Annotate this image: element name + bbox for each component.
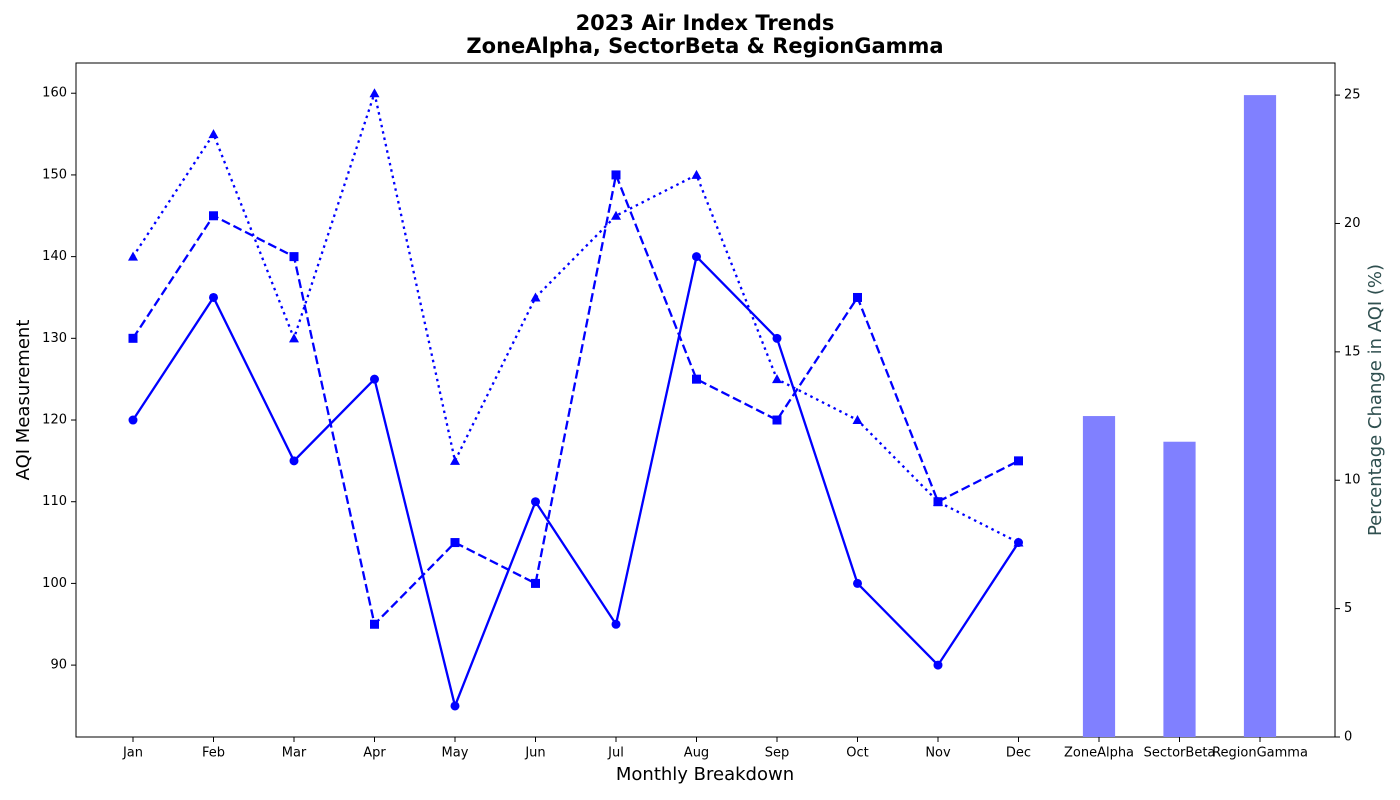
point: [531, 497, 540, 507]
point: [531, 578, 540, 588]
x-tick-label: Oct: [846, 746, 868, 761]
x-tick-label: Jul: [607, 746, 624, 761]
point: [772, 333, 782, 343]
point: [128, 251, 138, 261]
y-tick-label: 130: [42, 331, 67, 346]
line: [132, 170, 1020, 627]
x-tick-label: Dec: [1006, 746, 1031, 761]
y-tick-label: 150: [42, 167, 67, 182]
y-axis-label: AQI Measurement: [13, 320, 34, 481]
point: [450, 455, 460, 465]
point: [450, 538, 460, 548]
y-tick-label: 140: [42, 249, 67, 264]
bar: [1243, 95, 1277, 738]
point: [692, 252, 701, 262]
x-tick-label: Mar: [282, 746, 307, 761]
y-tick-label: 120: [42, 413, 67, 428]
point: [772, 374, 782, 384]
chart-title: 2023 Air Index Trends: [576, 11, 835, 35]
x-tick-label: Apr: [363, 746, 386, 761]
y-tick-label: 90: [50, 658, 67, 673]
line: [132, 88, 1020, 544]
point: [611, 210, 621, 220]
line: [132, 254, 1020, 710]
bar: [1082, 416, 1116, 737]
point: [853, 292, 862, 302]
point: [611, 170, 621, 180]
point: [369, 88, 380, 98]
y2-axis-label: Percentage Change in AQI (%): [1365, 264, 1386, 536]
point: [128, 415, 138, 425]
y-tick-label: 100: [42, 576, 67, 591]
point: [370, 619, 379, 629]
point: [128, 333, 138, 343]
point: [611, 619, 621, 629]
point: [289, 456, 299, 466]
bar: [1163, 441, 1196, 737]
x-axis-label: Monthly Breakdown: [616, 764, 794, 785]
point: [933, 496, 943, 506]
chart-title: ZoneAlpha, SectorBeta & RegionGamma: [466, 34, 943, 58]
point: [209, 211, 218, 221]
point: [530, 292, 541, 302]
y2-tick-label: 0: [1344, 730, 1352, 745]
point: [933, 660, 943, 670]
plot-frame: [75, 62, 1336, 738]
x-tick-label: ZoneAlpha: [1064, 746, 1134, 761]
x-tick-label: Nov: [925, 746, 951, 761]
point: [1013, 537, 1024, 547]
point: [772, 415, 782, 425]
point: [1014, 456, 1023, 466]
y2-tick-label: 15: [1344, 344, 1361, 359]
point: [209, 292, 218, 302]
point: [853, 578, 862, 588]
point: [852, 415, 863, 425]
x-tick-label: Jun: [524, 746, 545, 761]
x-tick-label: RegionGamma: [1212, 746, 1308, 761]
y2-tick-label: 20: [1344, 216, 1361, 231]
y2-tick-label: 5: [1344, 601, 1352, 616]
x-tick-label: Jan: [122, 746, 143, 761]
x-tick-label: SectorBeta: [1144, 746, 1216, 761]
x-tick-label: Feb: [202, 746, 225, 761]
point: [450, 701, 460, 711]
point: [691, 169, 702, 179]
y2-tick-label: 10: [1344, 473, 1361, 488]
point: [370, 374, 379, 384]
x-tick-label: May: [442, 746, 469, 761]
y2-tick-label: 25: [1344, 88, 1361, 103]
point: [208, 129, 219, 139]
point: [692, 374, 701, 384]
y-tick-label: 160: [42, 86, 67, 101]
y-tick-label: 110: [42, 494, 67, 509]
x-tick-label: Sep: [765, 746, 790, 761]
x-tick-label: Aug: [684, 746, 709, 761]
point: [289, 333, 299, 343]
point: [289, 252, 299, 262]
